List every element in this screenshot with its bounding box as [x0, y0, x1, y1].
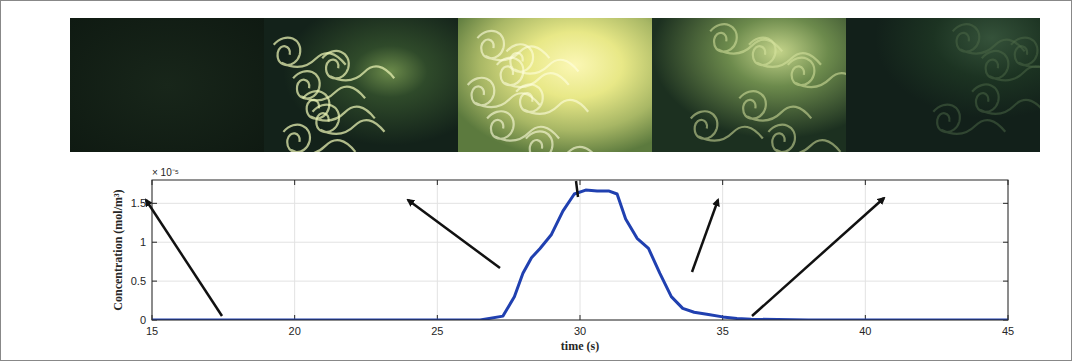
- tick-mark: [722, 180, 723, 185]
- y-tick-label: 0.5: [131, 275, 146, 287]
- x-axis-label: time (s): [561, 339, 599, 353]
- photo-background: [846, 18, 1040, 152]
- x-tick-label: 25: [431, 325, 443, 337]
- y-axis-label: Concentration (mol/m³): [111, 189, 125, 310]
- grid-line: [437, 180, 438, 320]
- photo-panel: [70, 18, 264, 152]
- plot-area: [152, 180, 1008, 320]
- data-group: [152, 190, 1008, 320]
- arrow: [576, 181, 578, 197]
- tick-mark: [437, 180, 438, 185]
- tick-mark: [580, 315, 581, 320]
- x-tick-label: 40: [859, 325, 871, 337]
- y-scale-label: × 10⁻⁵: [152, 167, 179, 178]
- dye-swirl: [972, 84, 1040, 113]
- tick-mark: [865, 180, 866, 185]
- photo-panel: [458, 18, 652, 152]
- dye-swirl: [283, 125, 355, 152]
- x-tick-label: 20: [289, 325, 301, 337]
- dye-swirl: [274, 38, 346, 67]
- tick-mark: [152, 203, 157, 204]
- tick-mark: [152, 281, 157, 282]
- grid-line: [294, 180, 295, 320]
- photo-panel: [264, 18, 458, 152]
- y-tick-label: 0: [140, 314, 146, 326]
- grid-line: [865, 180, 866, 320]
- dye-swirl: [710, 24, 782, 53]
- tick-mark: [1003, 281, 1008, 282]
- dye-swirl: [788, 58, 846, 87]
- tick-mark: [1003, 203, 1008, 204]
- figure-border: [1, 1, 1072, 361]
- x-tick-label: 35: [717, 325, 729, 337]
- photo-panel: [846, 18, 1040, 152]
- dye-swirl: [739, 91, 811, 120]
- photo-background: [652, 18, 846, 152]
- concentration-line: [152, 190, 1008, 320]
- dye-swirl: [933, 105, 1005, 134]
- grid-line: [152, 242, 1008, 243]
- dye-swirl: [322, 51, 394, 80]
- grid: [152, 180, 1008, 320]
- dye-swirl: [487, 111, 559, 140]
- dye-swirl: [749, 38, 821, 67]
- grid-line: [580, 180, 581, 320]
- arrow: [752, 198, 884, 316]
- photo-background: [70, 18, 264, 152]
- tick-mark: [152, 242, 157, 243]
- x-tick-label: 30: [574, 325, 586, 337]
- photo-background: [458, 18, 652, 152]
- dye-swirl: [516, 84, 588, 113]
- x-tick-label: 15: [146, 325, 158, 337]
- photo-panel: [652, 18, 846, 152]
- dye-swirl: [468, 78, 540, 107]
- grid-line: [722, 180, 723, 320]
- arrow: [146, 200, 222, 316]
- y-tick-label: 1.5: [131, 197, 146, 209]
- figure: 15 20 25 30 35 40 45 0 0.5 1 1.5 time (s) Concentrat…: [0, 0, 1072, 361]
- tick-mark: [580, 180, 581, 185]
- axes-box: [152, 180, 1008, 320]
- x-tick-label: 45: [1002, 325, 1014, 337]
- dye-swirl: [303, 91, 375, 120]
- arrow: [408, 200, 500, 268]
- dye-swirl: [768, 125, 840, 152]
- tick-mark: [294, 180, 295, 185]
- y-tick-label: 1: [140, 236, 146, 248]
- dye-swirl: [1011, 38, 1040, 67]
- tick-mark: [1003, 242, 1008, 243]
- dye-swirl: [526, 131, 598, 152]
- dye-swirl: [691, 111, 763, 140]
- arrow: [692, 200, 718, 272]
- dye-swirl: [507, 44, 579, 73]
- dye-swirl: [953, 24, 1025, 53]
- photo-background: [264, 18, 458, 152]
- grid-line: [152, 281, 1008, 282]
